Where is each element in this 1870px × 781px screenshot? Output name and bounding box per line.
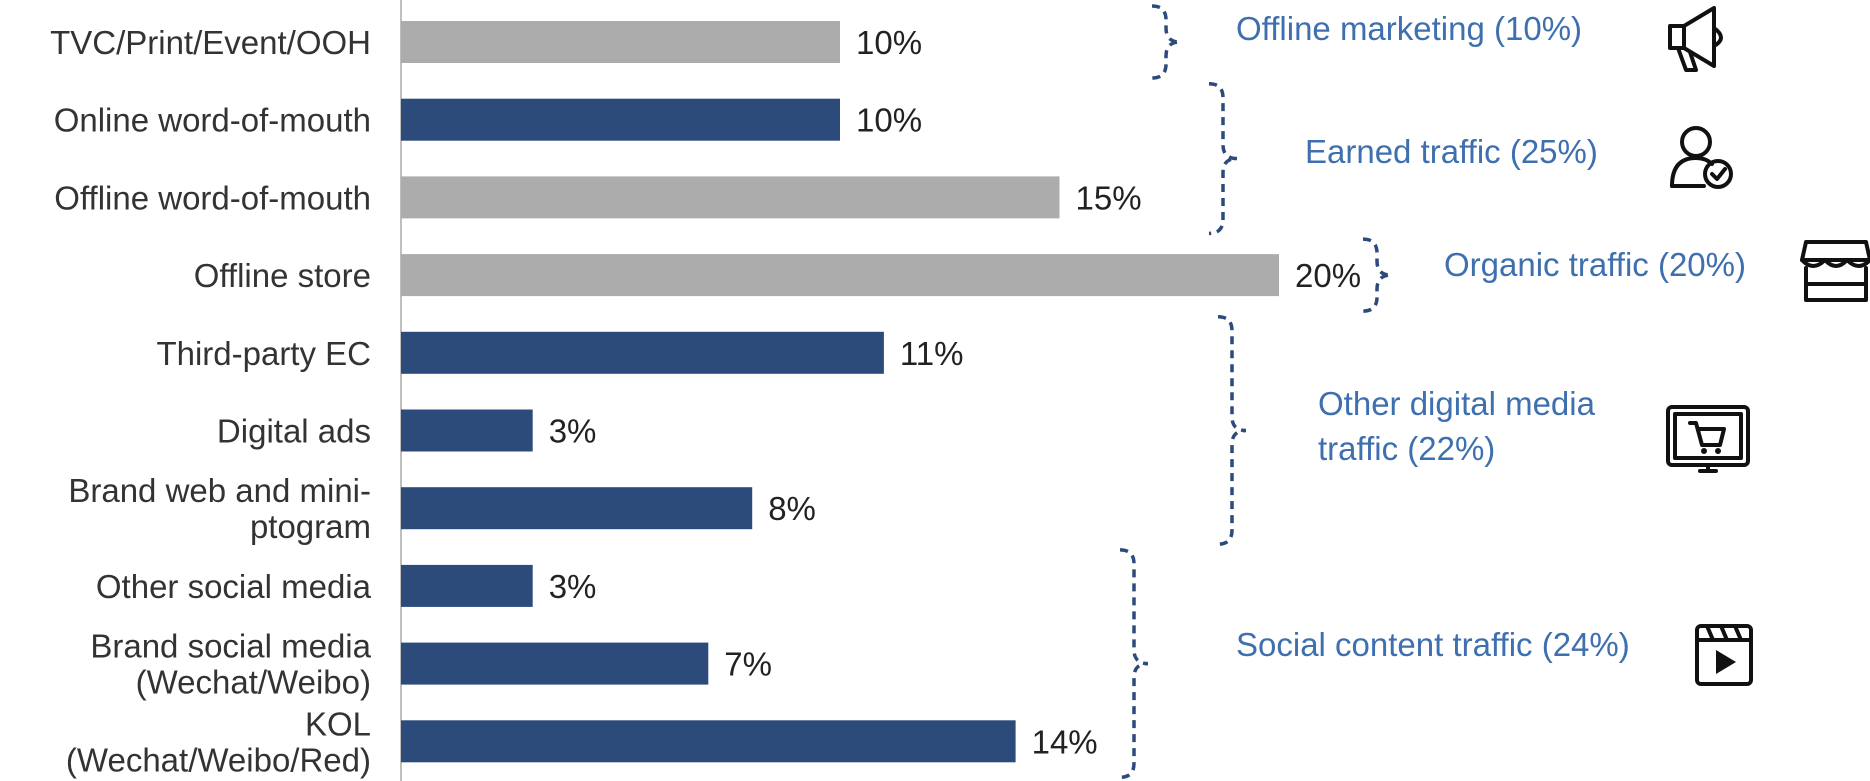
category-label-line: Other social media [96, 568, 372, 605]
category-label: TVC/Print/Event/OOH [50, 24, 371, 61]
category-label-line: Offline store [194, 257, 371, 294]
value-label: 14% [1032, 723, 1098, 760]
value-label: 20% [1295, 257, 1361, 294]
category-label-line: ptogram [250, 508, 371, 545]
category-label: Offline word-of-mouth [54, 179, 371, 216]
category-label-line: Brand social media [90, 628, 371, 665]
bar [401, 409, 533, 452]
value-label: 15% [1076, 179, 1142, 216]
category-label-line: Online word-of-mouth [54, 102, 371, 139]
group-label-line: traffic (22%) [1318, 430, 1495, 467]
bar [401, 98, 840, 141]
bar [401, 487, 753, 530]
bar [401, 564, 533, 607]
value-label: 11% [900, 335, 964, 372]
category-label: Brand social media (Wechat/Weibo) [90, 628, 371, 701]
category-label: Brand web and mini-ptogram [68, 472, 371, 545]
group-label: Social content traffic (24%) [1236, 626, 1630, 663]
monitor-cart-icon [1666, 405, 1750, 473]
group-label: Organic traffic (20%) [1444, 246, 1746, 283]
value-label: 10% [856, 24, 922, 61]
category-label: Third-party EC [156, 335, 371, 372]
value-label: 7% [724, 646, 772, 683]
category-label-line: KOL [305, 705, 371, 742]
group-bracket [1217, 315, 1247, 546]
group-label: Other digital media traffic (22%) [1318, 385, 1596, 467]
group-label-line: Offline marketing (10%) [1236, 10, 1582, 47]
bar [401, 331, 884, 374]
category-label: KOL (Wechat/Weibo/Red) [66, 705, 371, 778]
category-label: Other social media [96, 568, 372, 605]
category-label: Online word-of-mouth [54, 102, 371, 139]
group-bracket [1119, 548, 1149, 780]
value-label: 3% [549, 568, 597, 605]
group-label-line: Other digital media [1318, 385, 1596, 422]
category-label-line: TVC/Print/Event/OOH [50, 24, 371, 61]
bar [401, 720, 1016, 763]
group-label-line: Social content traffic (24%) [1236, 626, 1630, 663]
category-label-line: Third-party EC [156, 335, 371, 372]
value-label: 10% [856, 102, 922, 139]
category-label-line: (Wechat/Weibo/Red) [66, 741, 371, 778]
value-labels-layer: 10% 10% 15% 20% 11% 3% 8% 3% 7% 14% [549, 24, 1361, 760]
category-label-line: Brand web and mini- [68, 472, 371, 509]
bars-layer [401, 21, 1279, 763]
group-label-line: Organic traffic (20%) [1444, 246, 1746, 283]
storefront-icon [1800, 240, 1870, 302]
bar [401, 176, 1060, 219]
category-label-line: Digital ads [217, 413, 371, 450]
group-icons-layer [1666, 6, 1870, 686]
group-label-line: Earned traffic (25%) [1305, 133, 1598, 170]
megaphone-icon [1668, 6, 1723, 72]
bar [401, 642, 709, 685]
group-label: Offline marketing (10%) [1236, 10, 1582, 47]
user-check-icon [1670, 126, 1733, 189]
group-bracket [1362, 237, 1392, 313]
group-label: Earned traffic (25%) [1305, 133, 1598, 170]
group-labels-layer: Offline marketing (10%) Earned traffic (2… [1236, 10, 1746, 663]
value-label: 8% [768, 490, 816, 527]
value-label: 3% [549, 413, 597, 450]
category-label-line: (Wechat/Weibo) [136, 664, 371, 701]
category-labels-layer: TVC/Print/Event/OOH Online word-of-mouth O… [50, 24, 372, 778]
category-label: Digital ads [217, 413, 371, 450]
bar [401, 254, 1279, 297]
group-bracket [1208, 81, 1238, 236]
group-brackets-layer [1119, 4, 1392, 780]
bar [401, 21, 840, 63]
category-label-line: Offline word-of-mouth [54, 179, 371, 216]
category-label: Offline store [194, 257, 371, 294]
group-bracket [1151, 4, 1181, 80]
video-play-icon [1695, 624, 1753, 686]
